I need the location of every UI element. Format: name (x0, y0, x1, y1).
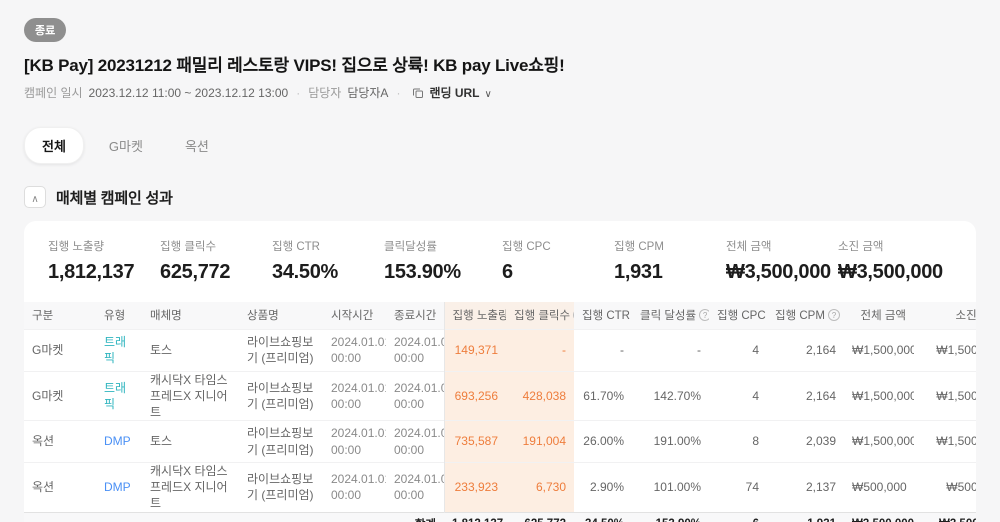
column-header: 전체 금액 (844, 302, 914, 329)
total-value: 625,772 (506, 511, 574, 522)
total-value: 1,812,137 (444, 511, 506, 522)
total-value: 1,931 (767, 511, 844, 522)
performance-card: 집행 노출량 1,812,137 집행 클릭수 625,772 집행 CTR 3… (24, 221, 976, 522)
landing-url-label: 랜딩 URL (429, 86, 480, 100)
stat-cpc: 집행 CPC 6 (502, 241, 551, 283)
column-header: 유형 (96, 302, 142, 329)
stat-ctr: 집행 CTR 34.50% (272, 241, 339, 283)
type-badge: DMP (104, 434, 131, 449)
status-badge: 종료 (24, 18, 67, 42)
total-label: 합계 (24, 511, 444, 522)
type-badge: 트래픽 (104, 380, 127, 411)
question-circle-icon[interactable] (827, 309, 840, 322)
tab-all[interactable]: 전체 (24, 127, 84, 164)
tab-gmarket[interactable]: G마켓 (92, 127, 160, 164)
manager-value: 담당자A (347, 86, 389, 100)
question-circle-icon[interactable] (573, 309, 574, 322)
question-circle-icon[interactable] (699, 309, 709, 322)
column-header: 클릭 달성률 (632, 302, 709, 329)
tab-auction[interactable]: 옥션 (168, 127, 226, 164)
total-value: ₩3,500,000 (844, 511, 914, 522)
column-header: 집행 CTR (574, 302, 632, 329)
stat-spent-amount: 소진 금액 ₩3,500,000 (838, 241, 943, 283)
table-row: 옥션 DMP 캐시닥X 타임스프레드X 지니어트 라이브쇼핑보기 (프리미엄) … (24, 462, 976, 513)
column-header: 소진 금액 (914, 302, 976, 329)
section-header: 매체별 캠페인 성과 (24, 186, 976, 208)
stat-clicks: 집행 클릭수 625,772 (160, 241, 231, 283)
type-badge: DMP (104, 480, 131, 495)
summary-stats: 집행 노출량 1,812,137 집행 클릭수 625,772 집행 CTR 3… (24, 221, 976, 296)
table-row: G마켓 트래픽 토스 라이브쇼핑보기 (프리미엄) 2024.01.01 00:… (24, 328, 976, 371)
table-row: G마켓 트래픽 캐시닥X 타임스프레드X 지니어트 라이브쇼핑보기 (프리미엄)… (24, 370, 976, 421)
column-header: 집행 CPM (767, 302, 844, 329)
page-title: [KB Pay] 20231212 패밀리 레스토랑 VIPS! 집으로 상륙!… (24, 56, 565, 75)
stat-total-amount: 전체 금액 ₩3,500,000 (726, 241, 831, 283)
manager-label: 담당자 (308, 86, 342, 100)
copy-icon (412, 87, 424, 99)
total-value: 153.90% (632, 511, 709, 522)
period-label: 캠페인 일시 (24, 86, 83, 100)
column-header: 집행 노출량 (443, 302, 506, 329)
total-value: ₩3,500,000 (914, 511, 976, 522)
total-value: 6 (709, 511, 767, 522)
separator-dot: · (396, 85, 401, 100)
tab-bar: 전체 G마켓 옥션 (24, 127, 976, 164)
column-header: 상품명 (239, 302, 323, 329)
total-value: 34.50% (574, 511, 632, 522)
chevron-up-icon (31, 190, 38, 205)
media-performance-table: 구분 유형 매체명 상품명 시작시간 종료시간 집행 노출량 집행 클릭수 집행… (24, 302, 976, 522)
table-total-row: 합계 1,812,137 625,772 34.50% 153.90% 6 1,… (24, 511, 976, 522)
column-header: 구분 (24, 302, 96, 329)
type-badge: 트래픽 (104, 334, 127, 365)
table-row: 옥션 DMP 토스 라이브쇼핑보기 (프리미엄) 2024.01.01 00:0… (24, 420, 976, 463)
stat-impressions: 집행 노출량 1,812,137 (48, 241, 135, 283)
stat-cpm: 집행 CPM 1,931 (614, 241, 664, 283)
table-container: 구분 유형 매체명 상품명 시작시간 종료시간 집행 노출량 집행 클릭수 집행… (24, 302, 976, 522)
column-header: 집행 CPC (709, 302, 767, 329)
collapse-button[interactable] (24, 186, 46, 208)
column-header: 종료시간 (386, 302, 444, 329)
campaign-meta: 캠페인 일시 2023.12.12 11:00 ~ 2023.12.12 13:… (24, 84, 976, 101)
stat-click-achievement: 클릭달성률 153.90% (384, 241, 461, 283)
campaign-header: 종료 [KB Pay] 20231212 패밀리 레스토랑 VIPS! 집으로 … (0, 0, 1000, 101)
table-header-row: 구분 유형 매체명 상품명 시작시간 종료시간 집행 노출량 집행 클릭수 집행… (24, 302, 976, 329)
section-title: 매체별 캠페인 성과 (56, 189, 173, 207)
column-header: 시작시간 (323, 302, 386, 329)
period-value: 2023.12.12 11:00 ~ 2023.12.12 13:00 (88, 85, 289, 100)
column-header: 집행 클릭수 (506, 302, 574, 329)
separator-dot: · (296, 85, 301, 100)
column-header: 매체명 (142, 302, 239, 329)
chevron-down-icon (485, 86, 492, 100)
landing-url-button[interactable]: 랜딩 URL (412, 84, 491, 101)
